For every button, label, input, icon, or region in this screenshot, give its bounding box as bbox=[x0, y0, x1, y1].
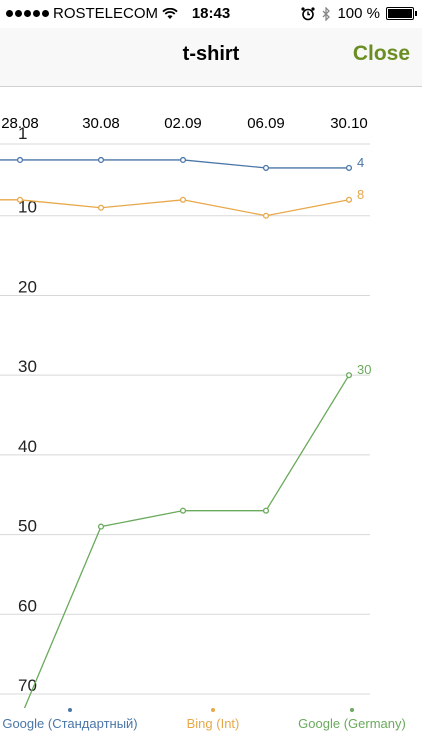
y-tick-label: 60 bbox=[18, 596, 37, 615]
y-tick-label: 1 bbox=[18, 124, 27, 143]
series-end-label: 8 bbox=[357, 187, 364, 202]
legend-item: Google (Стандартный) bbox=[0, 708, 150, 731]
alarm-icon bbox=[301, 6, 316, 20]
legend-label: Google (Стандартный) bbox=[2, 716, 138, 731]
legend-item: Google (Germany) bbox=[272, 708, 422, 731]
legend-marker bbox=[350, 708, 354, 712]
signal-icon bbox=[6, 10, 49, 17]
status-bar: ROSTELECOM 18:43 100 % bbox=[0, 0, 422, 28]
x-tick-label: 06.09 bbox=[247, 115, 285, 132]
series-point bbox=[97, 523, 105, 530]
carrier-name: ROSTELECOM bbox=[53, 5, 159, 22]
x-tick-label: 02.09 bbox=[164, 115, 202, 132]
carrier-area: ROSTELECOM bbox=[6, 5, 178, 22]
battery-percent: 100 % bbox=[337, 5, 380, 22]
series-point bbox=[262, 212, 270, 219]
ranking-chart: 28.08 30.08 02.09 06.09 30.10110203040506070… bbox=[0, 115, 371, 708]
y-tick-label: 20 bbox=[18, 277, 37, 296]
legend-label: Bing (Int) bbox=[186, 716, 240, 731]
status-time: 18:43 bbox=[191, 5, 231, 22]
series-line bbox=[0, 199, 350, 217]
navigation-bar: t-shirt Close bbox=[0, 28, 422, 87]
series-point bbox=[16, 156, 24, 163]
wifi-icon bbox=[162, 7, 178, 19]
legend-marker bbox=[211, 708, 215, 712]
series-point bbox=[345, 164, 353, 171]
series-point bbox=[97, 156, 105, 163]
series-point bbox=[179, 196, 187, 203]
y-tick-label: 10 bbox=[18, 198, 37, 217]
chart-legend: Google (Стандартный) Bing (Int) Google (Ge… bbox=[0, 708, 422, 750]
series-line bbox=[23, 374, 350, 708]
status-right-area: 100 % bbox=[301, 5, 417, 22]
series-end-label: 30 bbox=[357, 362, 371, 377]
series-point bbox=[262, 164, 270, 171]
y-tick-label: 30 bbox=[18, 357, 37, 376]
series-point bbox=[97, 204, 105, 211]
legend-label: Google (Germany) bbox=[298, 716, 406, 731]
legend-marker bbox=[68, 708, 72, 712]
close-button[interactable]: Close bbox=[352, 42, 410, 65]
bluetooth-icon bbox=[322, 6, 331, 21]
y-tick-label: 40 bbox=[18, 437, 37, 456]
legend-item: Bing (Int) bbox=[133, 708, 293, 731]
x-tick-label: 28.08 bbox=[1, 115, 39, 132]
y-tick-label: 50 bbox=[18, 517, 37, 536]
series-line bbox=[0, 159, 349, 169]
battery-icon bbox=[386, 7, 417, 20]
series-point bbox=[345, 196, 353, 203]
series-point bbox=[16, 196, 24, 203]
series-point bbox=[345, 372, 353, 379]
page-title: t-shirt bbox=[182, 43, 240, 65]
x-tick-label: 30.10 bbox=[330, 115, 368, 132]
series-end-label: 4 bbox=[357, 155, 364, 170]
series-point bbox=[262, 507, 270, 514]
x-tick-label: 30.08 bbox=[82, 115, 120, 132]
series-point bbox=[179, 156, 187, 163]
series-point bbox=[179, 507, 187, 514]
